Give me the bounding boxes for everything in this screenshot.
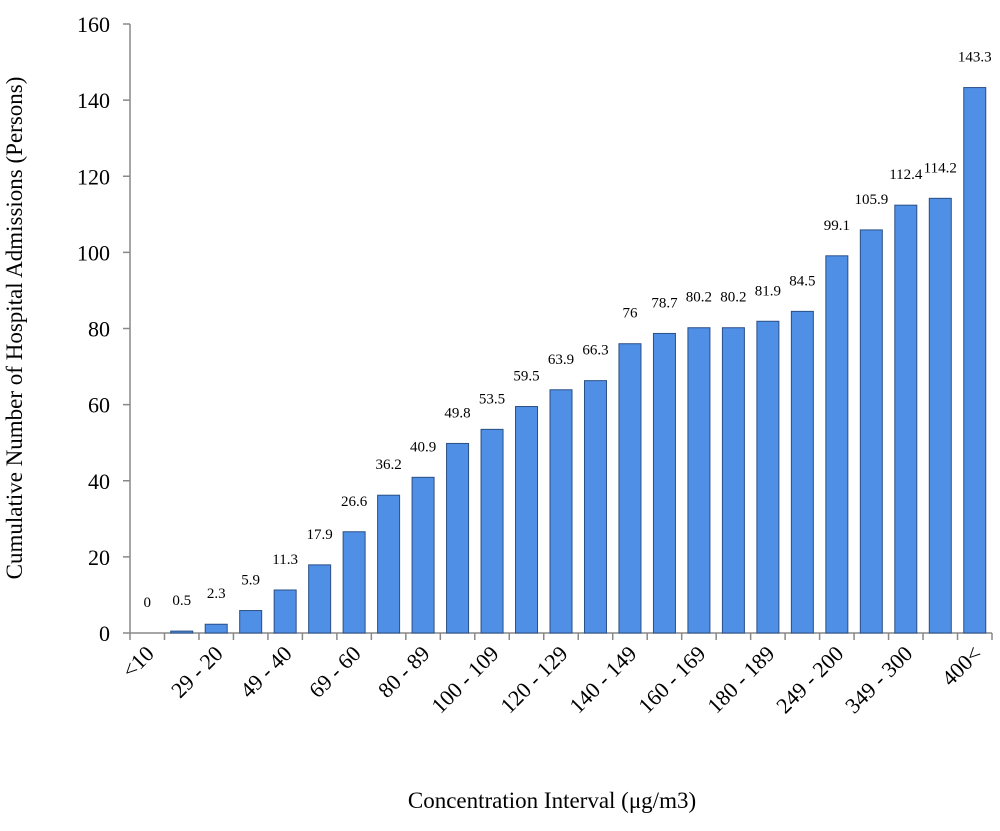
value-label: 114.2 <box>924 160 957 176</box>
x-tick-label: 349 - 300 <box>840 641 917 718</box>
value-label: 80.2 <box>686 290 712 306</box>
bar <box>583 380 607 634</box>
value-label: 2.3 <box>207 586 226 602</box>
y-tick-label: 160 <box>77 12 110 37</box>
bar <box>342 531 366 634</box>
value-label: 36.2 <box>375 457 401 473</box>
y-tick-label: 60 <box>88 393 110 418</box>
x-tick-label: <10 <box>117 641 159 683</box>
bar <box>170 630 194 634</box>
x-tick-label: 180 - 189 <box>702 641 779 718</box>
x-tick-label: 69 - 60 <box>304 641 366 703</box>
y-tick-label: 0 <box>99 621 110 646</box>
value-label: 49.8 <box>444 405 470 421</box>
bar <box>687 327 711 634</box>
bar <box>549 389 573 634</box>
value-label: 59.5 <box>513 369 539 385</box>
y-tick-label: 40 <box>88 469 110 494</box>
y-axis-label: Cumulative Number of Hospital Admissions… <box>2 77 27 580</box>
bar <box>963 87 987 634</box>
value-label: 143.3 <box>958 50 992 66</box>
bar <box>790 310 814 634</box>
bar <box>825 255 849 634</box>
bar <box>308 564 332 634</box>
value-label: 78.7 <box>651 295 678 311</box>
x-tick-label: 80 - 89 <box>373 641 435 703</box>
value-label: 99.1 <box>824 218 850 234</box>
value-label: 5.9 <box>241 573 260 589</box>
y-tick-label: 140 <box>77 88 110 113</box>
bar <box>515 406 539 634</box>
bar <box>756 320 780 634</box>
bar <box>480 428 504 634</box>
x-axis-label: Concentration Interval (μg/m3) <box>408 788 696 813</box>
y-tick-label: 80 <box>88 317 110 342</box>
bar <box>859 229 883 634</box>
x-tick-label: 140 - 149 <box>564 641 641 718</box>
x-tick-label: 160 - 169 <box>633 641 710 718</box>
value-label: 26.6 <box>341 494 368 510</box>
value-label: 40.9 <box>410 439 436 455</box>
bar <box>894 204 918 634</box>
value-label: 81.9 <box>755 283 781 299</box>
value-label: 17.9 <box>307 527 333 543</box>
value-label: 63.9 <box>548 352 574 368</box>
x-tick-label: 249 - 200 <box>771 641 848 718</box>
x-tick-label: 29 - 20 <box>166 641 228 703</box>
value-label: 53.5 <box>479 391 505 407</box>
x-tick-label: 400< <box>936 641 986 691</box>
bar <box>446 442 470 634</box>
value-label: 66.3 <box>582 343 608 359</box>
value-label: 80.2 <box>720 290 746 306</box>
y-tick-label: 120 <box>77 164 110 189</box>
y-tick-label: 20 <box>88 545 110 570</box>
bar <box>618 343 642 634</box>
y-tick-label: 100 <box>77 240 110 265</box>
bar <box>721 327 745 634</box>
value-label: 105.9 <box>854 192 888 208</box>
bar <box>239 610 263 634</box>
bar <box>204 623 228 634</box>
bar <box>928 197 952 634</box>
x-tick-label: 49 - 40 <box>235 641 297 703</box>
value-label: 112.4 <box>889 167 923 183</box>
value-label: 84.5 <box>789 273 815 289</box>
x-tick-label: 100 - 109 <box>426 641 503 718</box>
value-label: 0 <box>143 595 151 611</box>
bar <box>273 589 297 634</box>
value-label: 0.5 <box>172 593 191 609</box>
x-tick-label: 120 - 129 <box>495 641 572 718</box>
value-label: 76 <box>622 306 638 322</box>
bar <box>377 494 401 634</box>
bar <box>652 332 676 634</box>
bar <box>411 476 435 634</box>
value-label: 11.3 <box>272 552 298 568</box>
